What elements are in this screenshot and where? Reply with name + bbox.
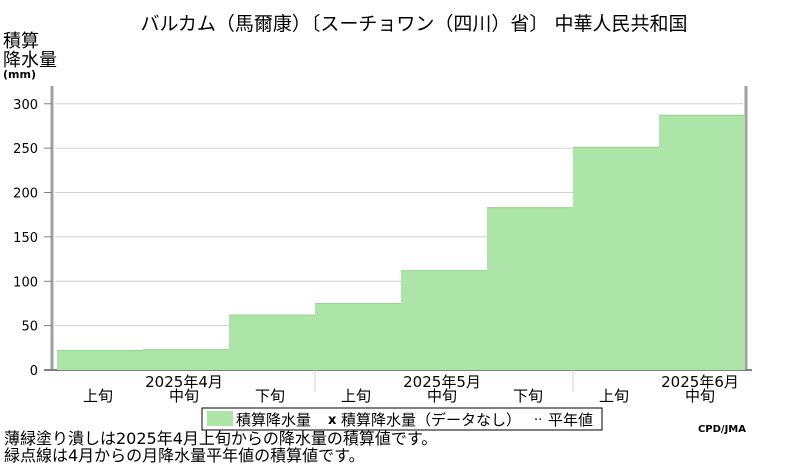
y-tick-label: 50 (21, 320, 38, 335)
y-axis-ticks: 0 50 100 150 200 250 300 (13, 98, 52, 379)
series-bars (57, 114, 745, 370)
x-period-label: 上旬 (341, 387, 371, 405)
x-month-label: 2025年4月 (145, 373, 223, 391)
legend-swatch-accumulated (207, 411, 233, 426)
bar-7 (573, 147, 659, 370)
legend: 積算降水量 x 積算降水量（データなし） ·· 平年値 (201, 407, 603, 431)
y-tick-label: 200 (13, 187, 38, 202)
y-tick-label: 100 (13, 275, 38, 290)
credit-label: CPD/JMA (698, 424, 746, 435)
chart-title: バルカム（馬爾康）〔スーチョワン（四川）省〕 中華人民共和国 (141, 13, 688, 35)
note-line-1: 薄緑塗り潰しは2025年4月上旬からの降水量の積算値です。 (4, 429, 438, 448)
x-period-label: 中旬 (169, 387, 199, 405)
bar-2 (143, 349, 229, 370)
legend-label-accumulated: 積算降水量 (236, 411, 311, 429)
x-period-label: 上旬 (83, 387, 113, 405)
bar-4 (315, 303, 401, 370)
bar-6 (487, 207, 573, 370)
y-axis-label-line-2: 降水量 (3, 50, 57, 71)
bar-1 (57, 350, 143, 370)
x-period-label: 下旬 (255, 387, 285, 405)
legend-label-normal: 平年値 (548, 411, 593, 429)
bar-8 (659, 115, 745, 370)
y-tick-label: 300 (13, 98, 38, 113)
bar-5 (401, 270, 487, 370)
y-tick-label: 250 (13, 142, 38, 157)
y-tick-label: 150 (13, 231, 38, 246)
x-period-label: 下旬 (513, 387, 543, 405)
x-period-label: 中旬 (685, 387, 715, 405)
x-month-label: 2025年6月 (661, 373, 739, 391)
y-axis-label-line-1: 積算 (3, 31, 39, 52)
x-period-label: 上旬 (599, 387, 629, 405)
bar-3 (229, 314, 315, 370)
legend-marker-normal: ·· (534, 413, 542, 428)
x-month-label: 2025年5月 (403, 373, 481, 391)
legend-label-missing: 積算降水量（データなし） (341, 411, 521, 429)
chart-notes: 薄緑塗り潰しは2025年4月上旬からの降水量の積算値です。 緑点線は4月からの月… (4, 430, 437, 464)
x-period-label: 中旬 (427, 387, 457, 405)
legend-marker-missing: x (328, 413, 337, 428)
y-axis-unit: (mm) (3, 68, 36, 81)
y-tick-label: 0 (30, 364, 38, 379)
note-line-2: 緑点線は4月からの月降水量平年値の積算値です。 (4, 446, 365, 465)
